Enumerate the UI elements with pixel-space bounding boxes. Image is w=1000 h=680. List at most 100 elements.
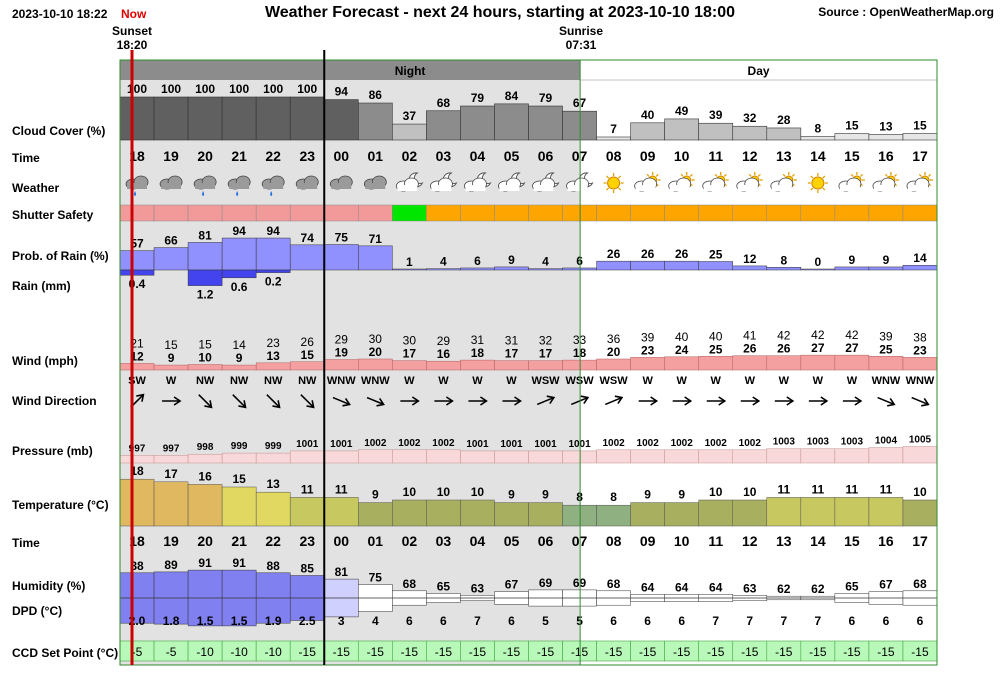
sun-ray	[810, 187, 814, 191]
wind-gust-label: 42	[845, 328, 859, 342]
cloud-bar	[221, 96, 257, 141]
cloud-label: 100	[263, 82, 283, 96]
pressure-bar	[596, 449, 631, 464]
cloud-icon	[736, 177, 760, 192]
time-label-2: 10	[674, 533, 690, 549]
cloud-fill	[499, 185, 520, 191]
humidity-label: 89	[164, 558, 178, 572]
wind-speed-label: 23	[641, 343, 655, 357]
cloud-label: 79	[539, 91, 553, 105]
pressure-bar	[664, 449, 699, 464]
ccd-label: -15	[877, 645, 895, 659]
time-label: 15	[844, 148, 860, 164]
cloud-icon	[363, 175, 387, 190]
pressure-bar	[528, 450, 563, 464]
pressure-label: 1004	[875, 436, 898, 447]
cloud-label: 84	[505, 89, 519, 103]
time-label-2: 19	[163, 533, 179, 549]
wind-bar	[460, 359, 495, 371]
row-label-time-2: Time	[12, 536, 40, 550]
wind-gust-label: 31	[471, 333, 485, 347]
cloud-icon	[838, 177, 862, 192]
rain-prob-bar	[732, 265, 768, 271]
humidity-label: 88	[130, 559, 144, 573]
wind-arrowhead	[376, 398, 385, 407]
temperature-label: 11	[777, 482, 790, 496]
rain-drop-icon	[270, 191, 273, 196]
sunrise-label: Sunrise	[558, 24, 603, 38]
temperature-bar	[562, 504, 597, 527]
wind-arrowhead	[272, 400, 281, 409]
pressure-bar	[902, 446, 938, 464]
rain-mm-label: 0.6	[231, 280, 248, 294]
ccd-label: -15	[367, 645, 385, 659]
temperature-bar	[289, 497, 325, 527]
humidity-label: 64	[675, 580, 689, 594]
temperature-bar	[119, 478, 155, 527]
wind-speed-label: 20	[369, 345, 383, 359]
wind-dir-label: WNW	[906, 375, 935, 387]
wind-speed-label: 17	[505, 347, 519, 361]
rain-prob-label: 9	[883, 253, 890, 267]
wind-arrowhead	[411, 396, 420, 406]
rain-prob-bar	[153, 247, 189, 271]
wind-bar	[528, 360, 563, 371]
shutter-cell	[800, 204, 836, 222]
wind-speed-label: 17	[539, 347, 553, 361]
shutter-cell	[528, 204, 563, 222]
rain-prob-bar	[358, 245, 393, 271]
temperature-bar	[460, 499, 495, 527]
rain-prob-label: 26	[607, 247, 621, 261]
wind-bar	[187, 364, 223, 371]
cloud-icon	[261, 175, 285, 190]
wind-arrowhead	[614, 395, 624, 404]
row-label-humidity: Humidity (%)	[12, 579, 86, 593]
time-label-2: 02	[402, 533, 418, 549]
cloud-label: 100	[229, 82, 249, 96]
cloud-bar	[392, 123, 427, 141]
cloud-icon	[872, 177, 896, 192]
wind-dir-label: W	[642, 375, 653, 387]
sun-ray	[689, 173, 693, 177]
shutter-cell	[187, 204, 223, 222]
sun-ray	[606, 187, 610, 191]
sun-ray	[748, 173, 752, 177]
cloud-bar	[357, 102, 393, 141]
time-label: 16	[878, 148, 894, 164]
temperature-bar	[902, 499, 938, 527]
time-label: 10	[674, 148, 690, 164]
rain-prob-bar	[494, 266, 529, 271]
wind-dir-label: W	[506, 375, 517, 387]
cloud-label: 86	[369, 88, 383, 102]
temperature-bar	[664, 502, 699, 527]
time-label: 13	[776, 148, 792, 164]
sun-ray	[757, 173, 761, 177]
rain-prob-bar	[902, 264, 938, 271]
wind-arrowhead	[204, 400, 213, 409]
ccd-label: -15	[299, 645, 317, 659]
wind-dir-label: W	[813, 375, 824, 387]
sun-ray	[782, 173, 786, 177]
shutter-cell	[664, 204, 699, 222]
cloud-fill	[703, 185, 724, 191]
cloud-label: 100	[127, 82, 147, 96]
temperature-bar	[596, 504, 631, 527]
time-label-2: 09	[640, 533, 656, 549]
shutter-cell	[255, 204, 291, 222]
cloud-fill	[127, 183, 148, 189]
temperature-bar	[358, 502, 393, 527]
dpd-label: 6	[917, 614, 924, 628]
ccd-label: -15	[809, 645, 827, 659]
wind-dir-label: W	[404, 375, 415, 387]
wind-bar	[392, 360, 427, 371]
time-label-2: 03	[436, 533, 452, 549]
dpd-label: 7	[746, 614, 753, 628]
pressure-bar	[426, 449, 461, 464]
row-label-dpd: DPD (°C)	[12, 604, 63, 618]
rain-prob-bar	[528, 268, 563, 271]
temperature-bar	[392, 499, 427, 527]
cloud-fill	[263, 183, 284, 189]
humidity-label: 81	[335, 565, 349, 579]
rain-mm-bar	[187, 269, 223, 286]
